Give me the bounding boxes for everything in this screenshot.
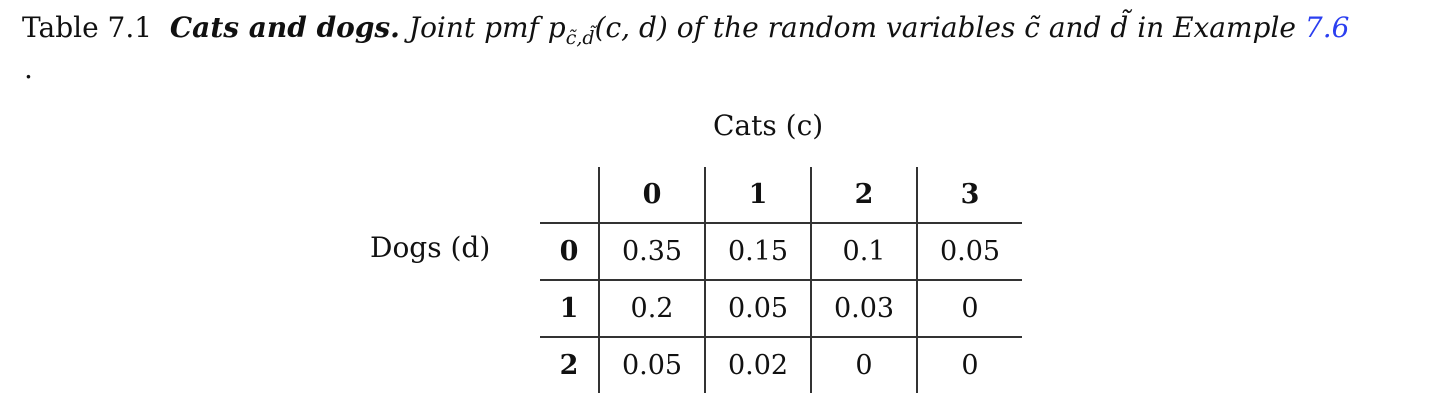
column-label: 2 (810, 167, 917, 224)
caption-label: Table 7.1 (22, 11, 153, 44)
caption-args: (c, d) (594, 11, 668, 44)
pmf-cell: 0 (916, 337, 1022, 393)
column-label: 3 (916, 167, 1022, 224)
pmf-cell: 0.05 (916, 223, 1022, 281)
table-caption: Table 7.1 Cats and dogs. Joint pmf pc̃,d… (22, 8, 1349, 58)
caption-subscript: c̃,d̃ (565, 27, 595, 49)
pmf-cell: 0 (810, 337, 917, 393)
pmf-cell: 0.1 (810, 223, 917, 281)
pmf-cell: 0 (916, 280, 1022, 338)
example-reference-link[interactable]: 7.6 (1304, 11, 1350, 44)
corner-cell (540, 167, 599, 224)
row-label: 0 (540, 223, 599, 281)
caption-trailing-dot: . (24, 52, 33, 85)
pmf-cell: 0.35 (598, 223, 705, 281)
table-row: 0 0.35 0.15 0.1 0.05 (540, 223, 1022, 281)
pmf-cell: 0.03 (810, 280, 917, 338)
caption-text-after: of the random variables c̃ and d̃ in Exa… (676, 11, 1297, 44)
table-row: 2 0.05 0.02 0 0 (540, 337, 1022, 393)
table-row: 1 0.2 0.05 0.03 0 (540, 280, 1022, 338)
pmf-cell: 0.2 (598, 280, 705, 338)
row-label: 1 (540, 280, 599, 338)
column-label: 1 (704, 167, 811, 224)
column-header-cats: Cats (c) (713, 109, 824, 142)
pmf-cell: 0.05 (598, 337, 705, 393)
header-row: 0 1 2 3 (540, 167, 1022, 224)
pmf-cell: 0.02 (704, 337, 811, 393)
joint-pmf-table: 0 1 2 3 0 0.35 0.15 0.1 0.05 1 0.2 0.05 … (540, 167, 1022, 393)
row-header-dogs: Dogs (d) (370, 231, 491, 264)
column-label: 0 (598, 167, 705, 224)
pmf-cell: 0.15 (704, 223, 811, 281)
caption-title: Cats and dogs. (169, 11, 400, 44)
caption-text-before: Joint pmf p (408, 11, 566, 44)
pmf-cell: 0.05 (704, 280, 811, 338)
row-label: 2 (559, 350, 579, 381)
